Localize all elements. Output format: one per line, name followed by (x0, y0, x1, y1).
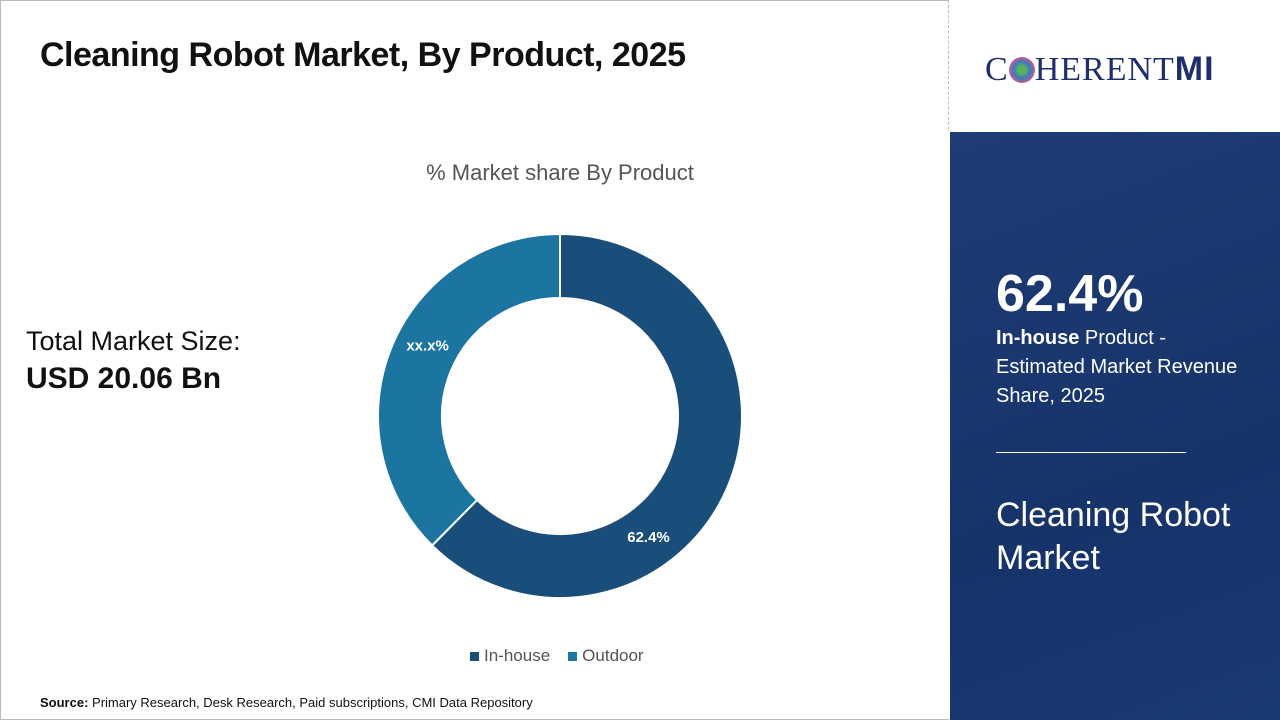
highlight-panel: 62.4% In-house Product - Estimated Marke… (950, 132, 1280, 720)
coherent-mi-logo: C HERENTMI (985, 50, 1215, 89)
donut-chart: 62.4% xx.x% (377, 232, 743, 599)
legend-swatch (568, 652, 578, 662)
slice-in-house (430, 232, 743, 599)
market-name: Cleaning Robot Market (996, 496, 1231, 577)
legend: In-house Outdoor (470, 646, 644, 666)
source-note: Source: Primary Research, Desk Research,… (40, 695, 533, 710)
source-text: Primary Research, Desk Research, Paid su… (88, 695, 533, 710)
legend-label: Outdoor (582, 646, 644, 665)
chart-title: % Market share By Product (426, 160, 694, 185)
highlight-description: In-house Product - Estimated Market Reve… (996, 324, 1256, 411)
logo-text: C (985, 51, 1009, 88)
globe-icon (1008, 57, 1035, 83)
highlight-value: 62.4% (996, 265, 1144, 323)
panel-divider (996, 452, 1186, 453)
highlight-text: Product - Estimated Market Revenue Share… (996, 327, 1238, 407)
data-label: xx.x% (406, 337, 449, 354)
legend-swatch (470, 652, 479, 662)
page-title: Cleaning Robot Market, By Product, 2025 (40, 36, 686, 74)
logo-text: HERENT (1034, 51, 1175, 88)
legend-label: In-house (484, 646, 551, 665)
slice-outdoor (377, 232, 561, 547)
logo-text: MI (1174, 50, 1215, 88)
divider (948, 0, 949, 130)
legend-item-outdoor: Outdoor (568, 646, 644, 666)
highlight-segment: In-house (996, 327, 1080, 349)
legend-item-in-house: In-house (470, 646, 550, 666)
total-market-label: Total Market Size: (26, 326, 241, 356)
source-label: Source: (40, 695, 89, 710)
data-label: 62.4% (627, 529, 670, 546)
total-market-value: USD 20.06 Bn (26, 362, 222, 395)
